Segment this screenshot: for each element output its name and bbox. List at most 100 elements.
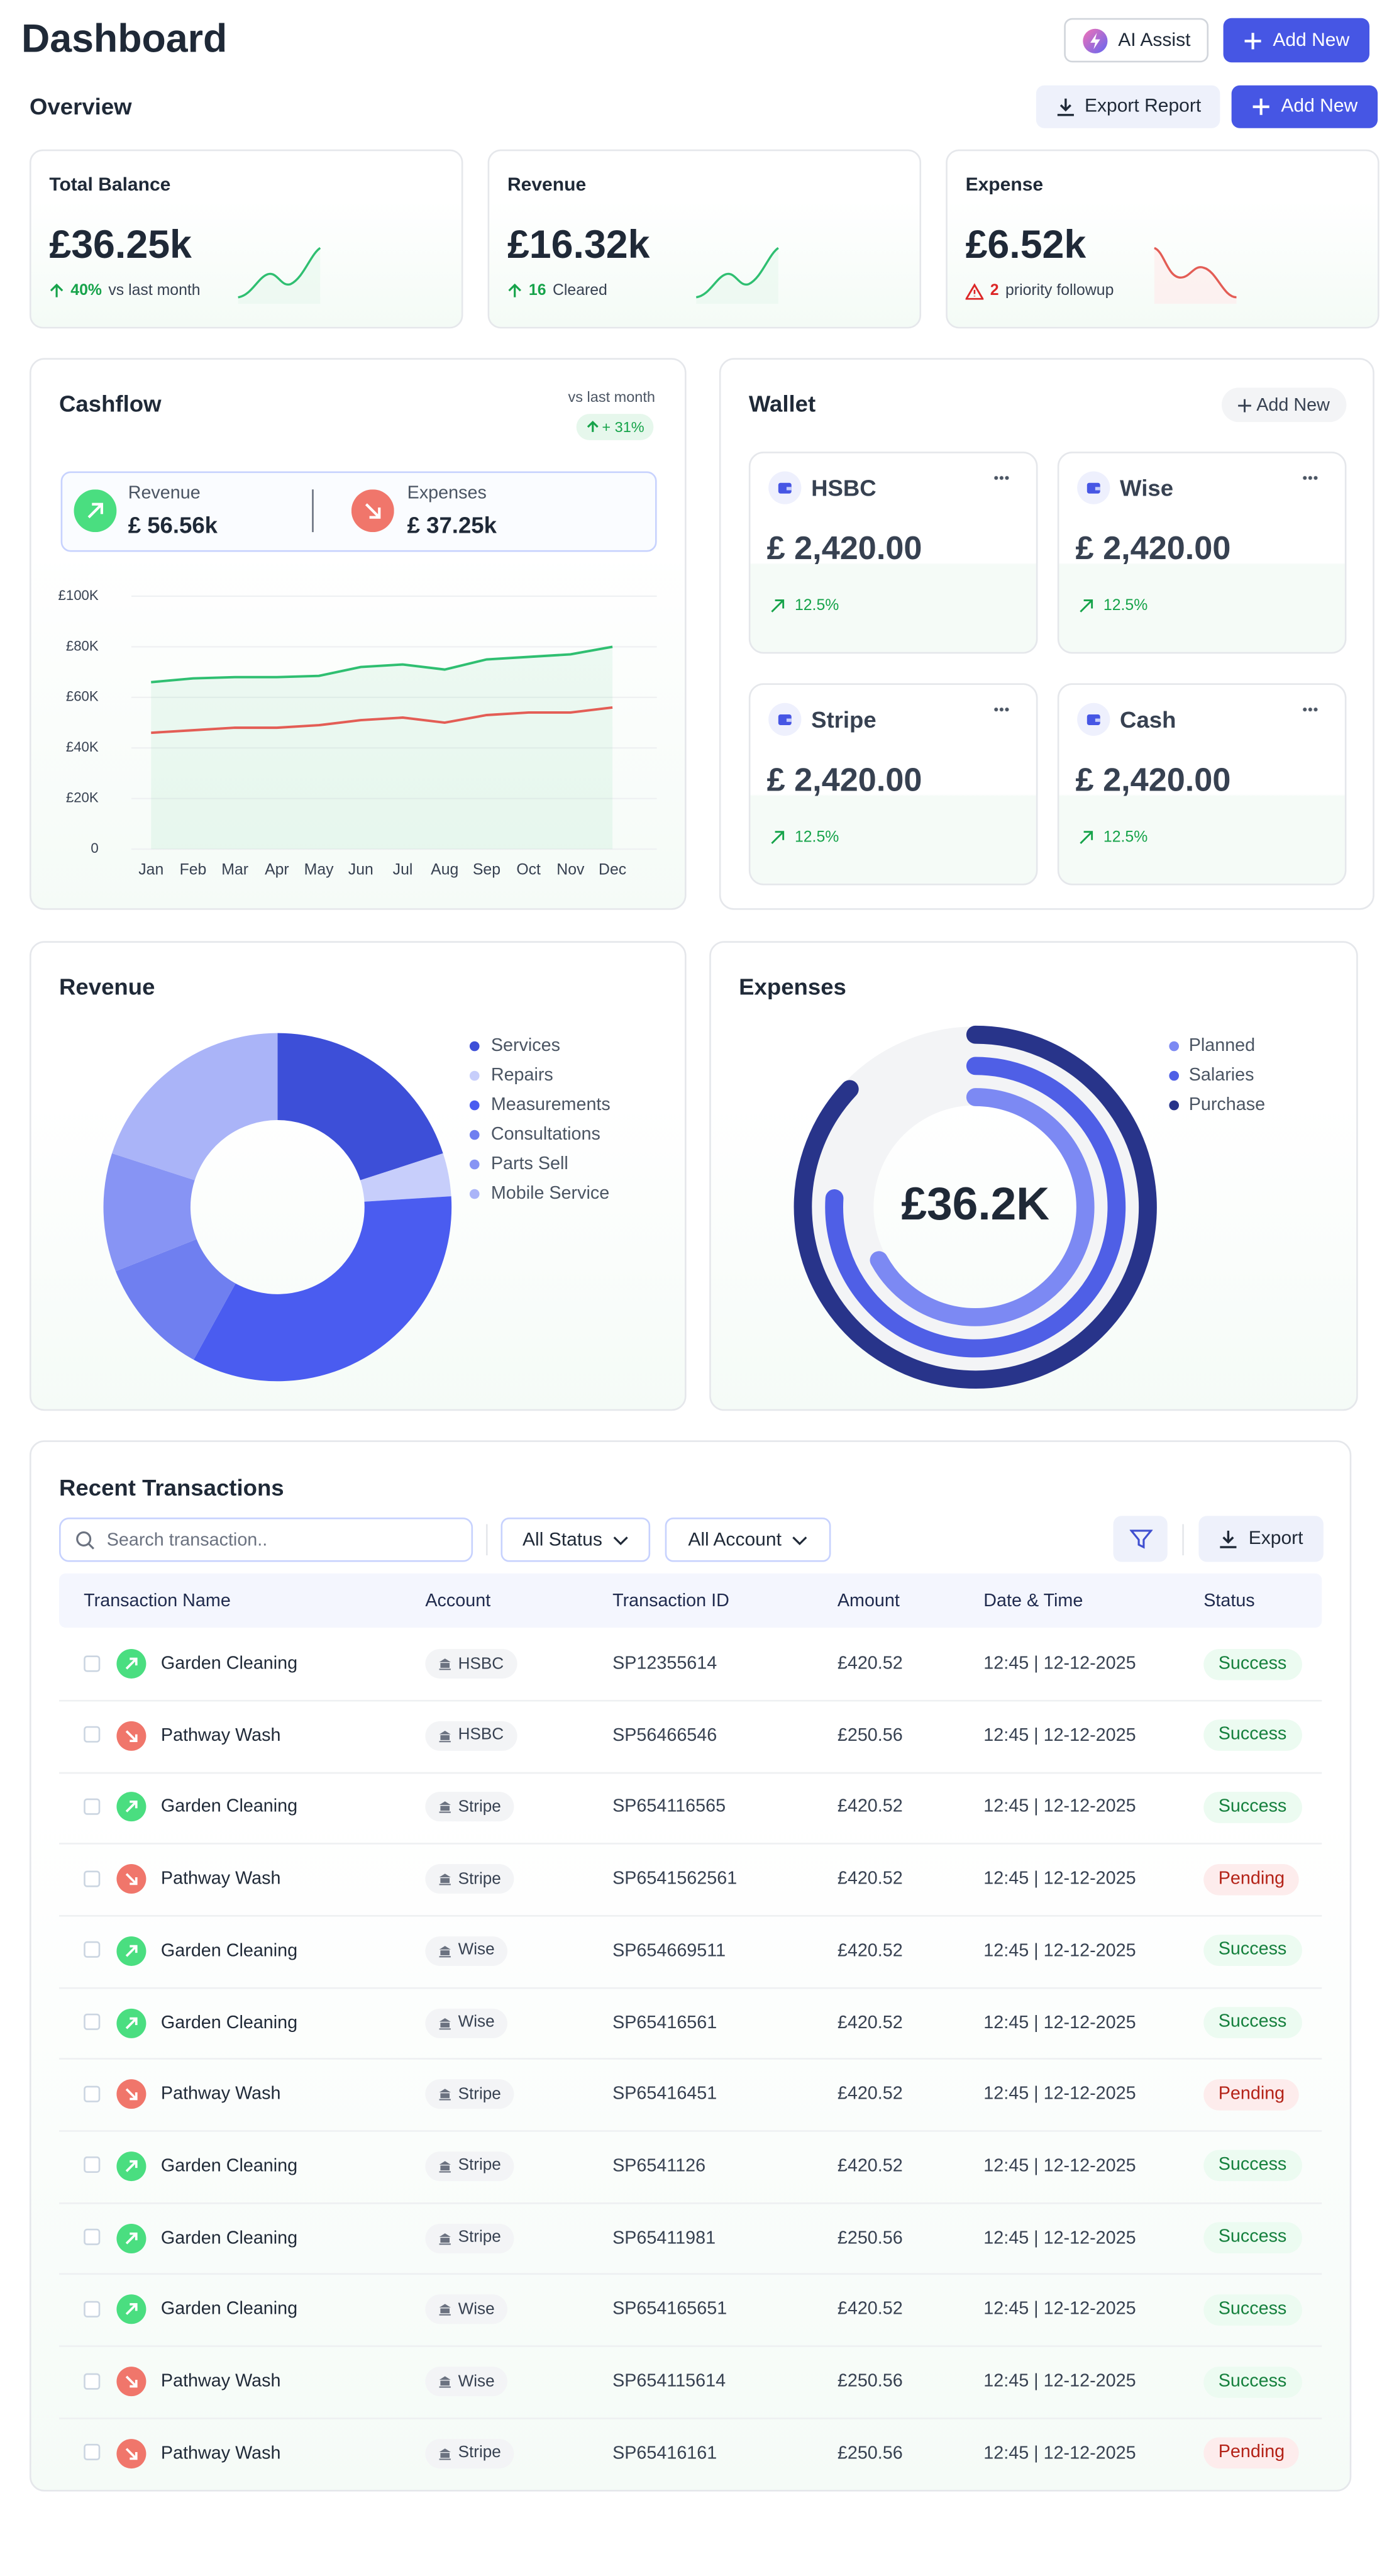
x-tick-label: Nov: [556, 862, 585, 879]
icon-part: [50, 283, 64, 297]
row-divider: [59, 1986, 1322, 1989]
checkbox[interactable]: [84, 2013, 101, 2030]
date-time: 12:45 | 12-12-2025: [983, 2012, 1136, 2033]
account-name: Wise: [458, 2013, 495, 2032]
icon-part: [786, 718, 792, 722]
checkbox[interactable]: [84, 2085, 101, 2102]
account-name: HSBC: [458, 1726, 504, 1745]
icon-part: [771, 599, 785, 613]
card-title: Cashflow: [59, 390, 162, 417]
account-name: Wise: [458, 2372, 495, 2391]
ring-bar: [870, 1088, 1095, 1326]
checkbox[interactable]: [84, 2157, 101, 2174]
checkbox[interactable]: [84, 2229, 101, 2246]
wallet-name: Cash: [1120, 706, 1176, 733]
column-header: Amount: [837, 1591, 900, 1611]
amount: £420.52: [837, 1653, 903, 1674]
filter-button[interactable]: [1113, 1516, 1168, 1562]
account-filter[interactable]: All Account: [665, 1518, 831, 1562]
checkbox[interactable]: [84, 2372, 101, 2389]
card-title: Recent Transactions: [59, 1474, 284, 1501]
y-tick-label: £100K: [58, 587, 99, 603]
account-pill: Wise: [425, 2295, 508, 2325]
column-header: Date & Time: [983, 1591, 1083, 1611]
direction-icon: [116, 2367, 147, 2397]
icon-part: [778, 482, 792, 494]
export-label: Export: [1248, 1529, 1303, 1549]
icon-part: [1244, 31, 1262, 49]
x-tick-label: Jan: [138, 862, 163, 879]
card-title: Expenses: [739, 973, 846, 1000]
icon-part: [586, 420, 598, 432]
wallet-balance: £ 2,420.00: [766, 763, 922, 799]
checkbox[interactable]: [84, 1870, 101, 1887]
direction-icon: [116, 1936, 147, 1966]
legend-label: Consultations: [491, 1124, 600, 1144]
wallet-add-button[interactable]: Add New: [1221, 387, 1347, 423]
icon-part: [439, 2448, 451, 2460]
status-pill: Success: [1203, 1935, 1302, 1967]
date-time: 12:45 | 12-12-2025: [983, 2299, 1136, 2320]
status-pill: Success: [1203, 1719, 1302, 1752]
checkbox[interactable]: [84, 2301, 101, 2318]
status-pill: Success: [1203, 2365, 1302, 2397]
plus-icon: [1244, 31, 1262, 49]
legend-label: Salaries: [1189, 1065, 1254, 1085]
add-new-button[interactable]: Add New: [1231, 85, 1378, 128]
stat-change: 2 priority followup: [965, 281, 1114, 300]
direction-icon: [116, 1721, 147, 1751]
export-button[interactable]: Export: [1198, 1516, 1324, 1562]
legend-dot: [469, 1100, 480, 1111]
direction-icon: [116, 1864, 147, 1894]
icon-part: [125, 2231, 138, 2244]
legend-dot: [1169, 1100, 1180, 1111]
wallet-change: 12.5%: [1079, 597, 1147, 615]
search-icon: [76, 1530, 94, 1549]
checkbox[interactable]: [84, 1941, 101, 1958]
legend-label: Services: [491, 1035, 560, 1055]
wallet-balance: £ 2,420.00: [1075, 531, 1231, 568]
status-filter[interactable]: All Status: [500, 1518, 651, 1562]
y-tick-label: £20K: [66, 790, 99, 806]
stat-label: Expense: [965, 175, 1044, 196]
add-new-button[interactable]: Add New: [1223, 18, 1369, 63]
wallet-balance: £ 2,420.00: [1075, 763, 1231, 799]
area: [151, 647, 613, 850]
icon-part: [125, 2447, 138, 2460]
stat-change-note: Cleared: [552, 281, 607, 300]
stat-change-value: 2: [990, 281, 999, 300]
status-pill: Success: [1203, 1791, 1302, 1823]
checkbox[interactable]: [84, 2444, 101, 2461]
checkbox[interactable]: [84, 1726, 101, 1743]
separator: [1182, 1524, 1184, 1556]
stat-label: Revenue: [507, 175, 587, 196]
export-report-button[interactable]: Export Report: [1036, 85, 1220, 128]
ai-assist-button[interactable]: AI Assist: [1064, 18, 1209, 63]
donut-segment: [112, 1033, 278, 1180]
search-box[interactable]: Search transaction..: [59, 1518, 473, 1562]
transaction-name: Pathway Wash: [160, 2372, 281, 2392]
icon-part: [365, 503, 381, 519]
legend-label: Mobile Service: [491, 1183, 609, 1203]
icon-part: [439, 1874, 451, 1885]
account-pill: HSBC: [425, 1648, 517, 1679]
stat-change-note: priority followup: [1005, 281, 1114, 300]
icon-part: [439, 1658, 451, 1670]
plus-icon: [1252, 98, 1270, 115]
expense-icon: [351, 489, 394, 533]
checkbox[interactable]: [84, 1655, 101, 1672]
legend-dot: [1169, 1041, 1180, 1052]
legend-dot: [469, 1189, 480, 1199]
stat-change-note: vs last month: [108, 281, 201, 300]
legend-label: Repairs: [491, 1065, 553, 1085]
center-value: £36.2K: [901, 1179, 1049, 1230]
donut-segment: [360, 1153, 451, 1202]
checkbox[interactable]: [84, 1798, 101, 1815]
transaction-id: SP65416451: [612, 2084, 717, 2104]
chevron: [613, 1535, 628, 1545]
row-divider: [59, 2130, 1322, 2132]
transaction-name: Pathway Wash: [160, 2443, 281, 2463]
amount: £250.56: [837, 2443, 903, 2463]
